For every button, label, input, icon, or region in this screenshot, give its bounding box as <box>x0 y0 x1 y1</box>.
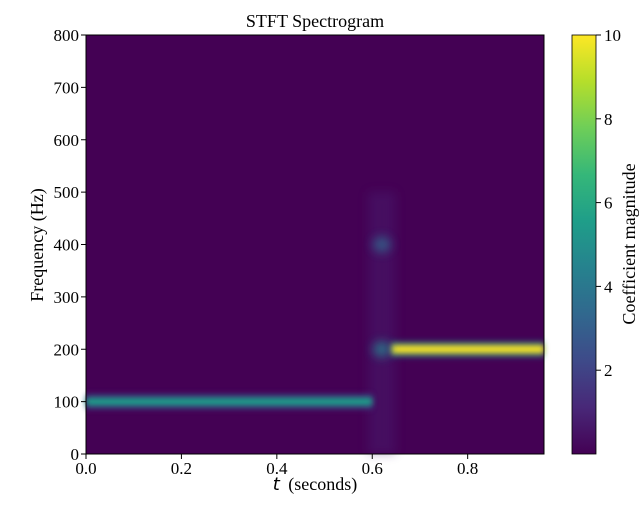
x-axis: 0.0 0.2 0.4 0.6 0.8 <box>75 454 478 478</box>
y-tick-label: 700 <box>54 78 80 97</box>
y-tick-label: 800 <box>54 26 80 45</box>
colorbar-tick-label: 6 <box>604 194 613 213</box>
chart-title: STFT Spectrogram <box>246 11 384 31</box>
x-axis-label: t (seconds) <box>273 474 358 495</box>
colorbar <box>571 34 597 455</box>
y-tick-label: 400 <box>54 236 80 255</box>
y-tick-label: 0 <box>71 445 80 464</box>
y-tick-label: 600 <box>54 131 80 150</box>
y-axis: 0 100 200 300 400 500 600 700 800 <box>54 26 86 464</box>
transition-smear <box>368 192 396 454</box>
y-tick-label: 200 <box>54 340 80 359</box>
y-tick-label: 300 <box>54 288 80 307</box>
y-axis-label: Frequency (Hz) <box>27 188 48 301</box>
x-tick-label: 0.8 <box>457 459 478 478</box>
x-axis-label-var: t <box>273 474 281 495</box>
x-tick-label: 0.0 <box>75 459 96 478</box>
tone-band-0 <box>86 397 373 406</box>
colorbar-axis: 2 4 6 8 10 <box>596 26 621 380</box>
y-tick-label: 500 <box>54 183 80 202</box>
colorbar-label: Coefficient magnitude <box>619 163 639 324</box>
x-tick-label: 0.2 <box>171 459 192 478</box>
colorbar-tick-label: 10 <box>604 26 621 45</box>
spectrogram-marks <box>86 192 544 454</box>
plot-area <box>86 35 544 454</box>
x-axis-label-unit: (seconds) <box>288 474 357 495</box>
colorbar-tick-label: 2 <box>604 361 613 380</box>
tone-band-1 <box>391 345 544 354</box>
transient-blob-2 <box>372 236 391 253</box>
transient-blob-3 <box>372 341 391 358</box>
colorbar-tick-label: 8 <box>604 110 613 129</box>
x-tick-label: 0.6 <box>362 459 383 478</box>
colorbar-tick-label: 4 <box>604 277 613 296</box>
x-tick-label: 0.4 <box>266 459 288 478</box>
y-tick-label: 100 <box>54 393 80 412</box>
